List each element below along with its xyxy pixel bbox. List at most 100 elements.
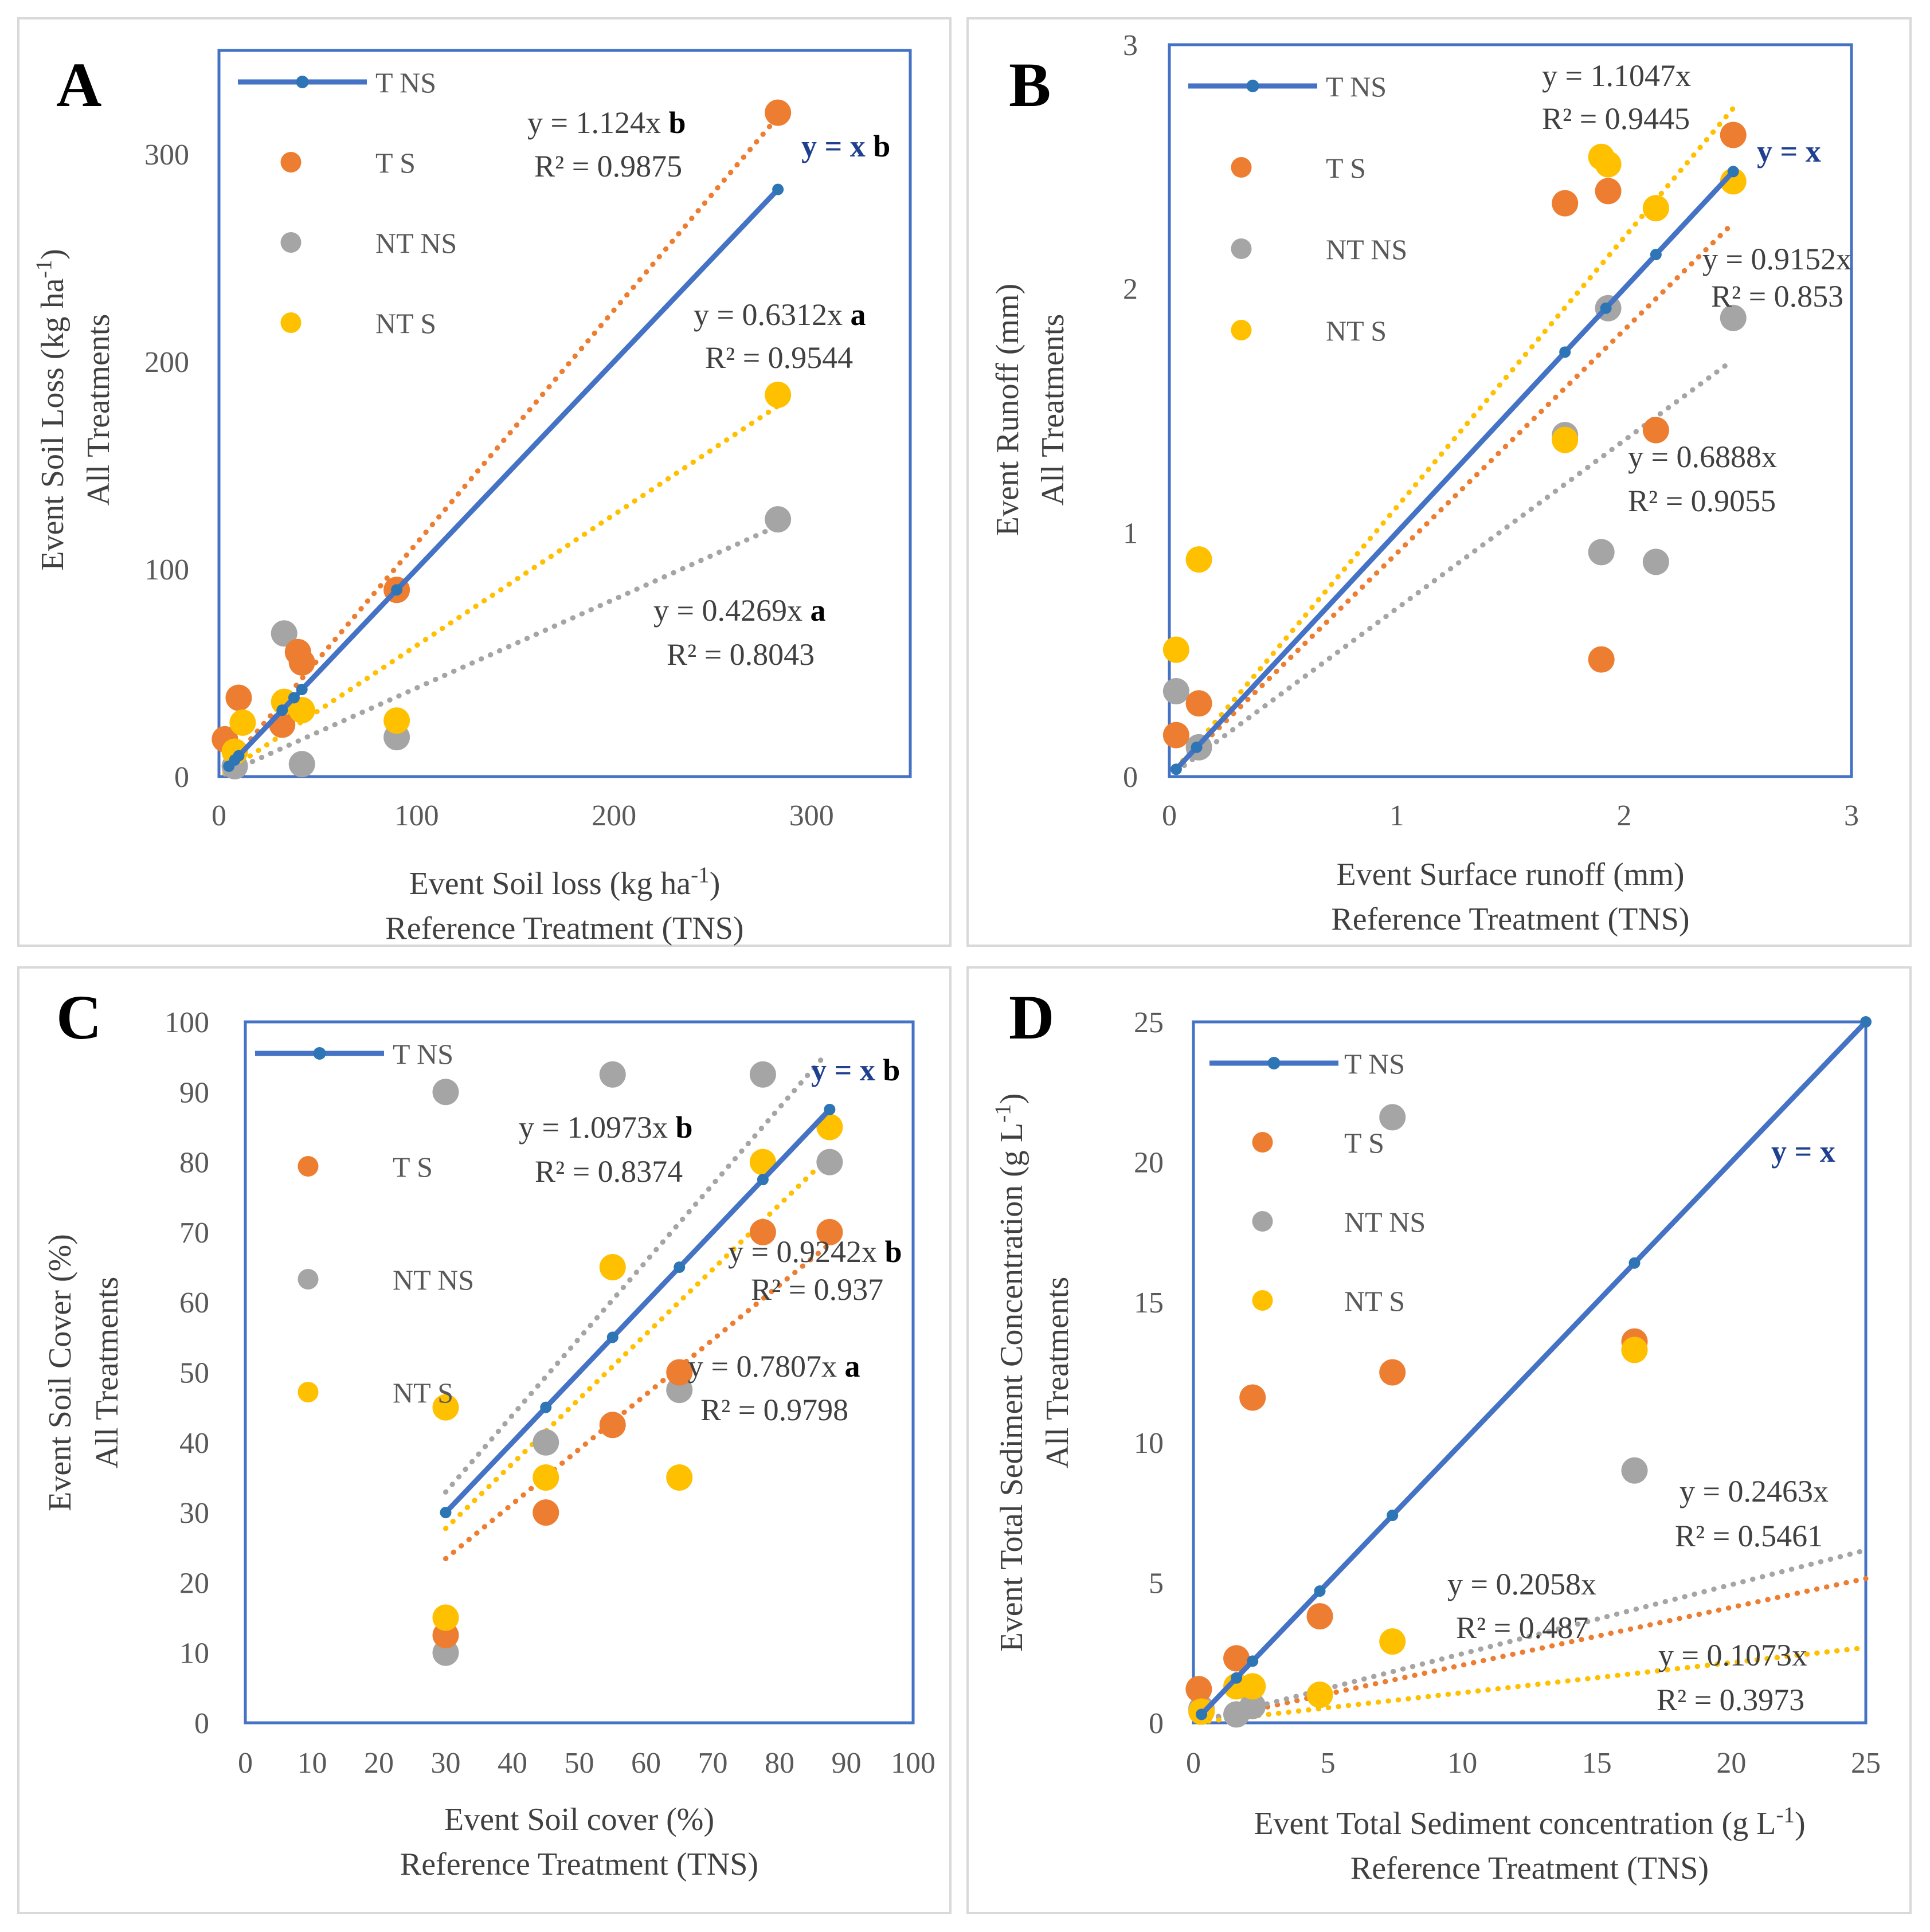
panel-d-legend-label-ts: T S (1344, 1127, 1384, 1159)
panel-a-point-tns (772, 183, 784, 195)
panel-b-equation-nts: y = 1.1047x (1542, 58, 1691, 93)
panel-b-letter: B (1009, 50, 1051, 120)
panel-c-y-tick-label: 90 (179, 1076, 209, 1109)
panel-d-trendline-ts (1196, 1576, 1869, 1725)
panel-c-point-tns (606, 1331, 618, 1343)
panel-a-x-tick-label: 300 (789, 800, 834, 832)
panel-c-x-tick-label: 60 (631, 1747, 661, 1780)
panel-b-trendline-ts (1173, 220, 1736, 773)
panel-d-x-tick-label: 15 (1582, 1747, 1612, 1780)
panel-a-r2-nts: R² = 0.9544 (705, 340, 853, 375)
panel-d-r2-ntns: R² = 0.5461 (1675, 1519, 1823, 1553)
panel-c-equation-nts: y = 0.9242x b (728, 1235, 902, 1269)
panel-c-y-tick-label: 0 (194, 1707, 209, 1740)
panel-d-point-tns (1628, 1257, 1641, 1269)
panel-a-trendline-ts (222, 114, 781, 773)
panel-c-point-nts (533, 1464, 559, 1491)
panel-b-x-tick-label: 1 (1389, 800, 1404, 832)
panel-d-point-tns (1231, 1672, 1243, 1684)
panel-b-y-axis-title: Event Runoff (mm) (990, 284, 1025, 536)
panel-b-point-ts (1162, 722, 1189, 748)
panel-b-x-tick-label: 0 (1162, 800, 1177, 832)
panel-c-y-tick-label: 60 (179, 1287, 209, 1319)
panel-b-y-tick-label: 1 (1123, 517, 1138, 550)
panel-b-point-nts (1162, 636, 1189, 663)
panel-c-y-tick-label: 20 (179, 1567, 209, 1600)
panel-a-x-tick-label: 100 (394, 800, 439, 832)
panel-b-point-tns (1650, 249, 1662, 261)
panel-b-point-tns (1559, 346, 1571, 358)
panel-c-point-nts (432, 1394, 459, 1421)
panel-d-legend-swatch-ts (1252, 1132, 1273, 1153)
panel-d-y-axis-subtitle: All Treatments (1040, 1277, 1075, 1468)
panel-c-point-ts (666, 1359, 693, 1386)
panel-a-x-axis-subtitle: Reference Treatment (TNS) (385, 911, 743, 946)
panel-d: D 0 5 10 15 20 25 0 5 10 15 20 25 Event Total Sedimen… (966, 966, 1912, 1914)
panel-c-x-tick-label: 70 (698, 1747, 728, 1780)
panel-d-y-axis-title: Event Total Sediment Concentration (g L-… (991, 1094, 1030, 1652)
panel-b-r2-nts: R² = 0.9445 (1542, 101, 1690, 136)
panel-a-point-nts (765, 381, 792, 408)
panel-d-y-tick-label: 20 (1134, 1147, 1164, 1179)
panel-d-y-tick-label: 10 (1134, 1427, 1164, 1460)
panel-b-point-nts (1185, 546, 1212, 573)
panel-b-point-ts (1595, 178, 1622, 205)
panel-b-equation-ntns: y = 0.6888x (1628, 440, 1777, 474)
panel-c-border (17, 966, 952, 1914)
panel-d-plot-frame (1192, 1020, 1868, 1725)
panel-d-x-tick-label: 5 (1321, 1747, 1336, 1780)
panel-d-r2-ts: R² = 0.487 (1456, 1610, 1588, 1645)
panel-d-point-nts (1621, 1337, 1648, 1363)
panel-b-point-ts (1185, 690, 1212, 717)
panel-d-legend-marker-tns (1267, 1057, 1281, 1069)
panel-a-point-ts (225, 684, 252, 711)
panel-a-point-ts (288, 649, 315, 676)
panel-a-trendline-nts (222, 403, 781, 775)
panel-a-x-tick-label: 0 (212, 800, 226, 832)
panel-c-point-ntns (533, 1429, 559, 1456)
panel-c-point-nts (666, 1464, 693, 1491)
panel-d-y-tick-label: 5 (1149, 1567, 1164, 1600)
panel-c-legend-marker-tns (313, 1047, 326, 1060)
panel-d-x-axis-title: Event Total Sediment concentration (g L-… (1254, 1802, 1805, 1842)
panel-b-point-tns (1170, 763, 1182, 775)
panel-b-legend-label-tns: T NS (1326, 70, 1387, 103)
panel-b-y-tick-label: 0 (1123, 761, 1138, 794)
panel-d-point-tns (1387, 1509, 1399, 1521)
panel-b-legend-swatch-ts (1231, 157, 1252, 178)
panel-d-point-nts (1379, 1628, 1406, 1655)
panel-c-x-tick-label: 0 (238, 1747, 253, 1780)
panel-c-point-ts (599, 1412, 626, 1439)
panel-d-y-tick-label: 0 (1149, 1707, 1164, 1740)
panel-d-letter: D (1009, 982, 1054, 1052)
panel-c-point-ts (816, 1218, 843, 1245)
panel-c-legend-label-tns: T NS (393, 1038, 453, 1070)
panel-b-trendline-ntns (1173, 362, 1729, 774)
panel-b-trendline-nts (1173, 105, 1736, 771)
panel-c-point-nts (432, 1604, 459, 1631)
panel-a-point-tns (288, 692, 300, 704)
panel-a-equation-ntns: y = 0.4269x a (653, 593, 825, 628)
panel-a-x-tick-label: 200 (592, 800, 636, 832)
panel-c-x-tick-label: 20 (364, 1747, 394, 1780)
panel-d-trendline-nts (1196, 1645, 1869, 1725)
panel-a-point-ntns (765, 506, 792, 533)
panel-b-point-tns (1727, 166, 1739, 178)
panel-d-point-ntns (1621, 1457, 1648, 1484)
panel-b-point-ntns (1720, 304, 1747, 331)
panel-d-point-tns (1196, 1708, 1208, 1721)
panel-a-point-tns (391, 584, 403, 596)
panel-b-x-axis-subtitle: Reference Treatment (TNS) (1331, 902, 1689, 937)
panel-a-y-tick-label: 200 (144, 346, 189, 379)
panel-c-x-axis-subtitle: Reference Treatment (TNS) (400, 1847, 758, 1882)
panel-d-x-tick-label: 20 (1716, 1747, 1746, 1780)
panel-d-legend-label-ntns: NT NS (1344, 1206, 1426, 1238)
panel-a-point-nts (383, 707, 410, 734)
panel-c-x-tick-label: 10 (297, 1747, 327, 1780)
panel-a-legend-label-ntns: NT NS (375, 227, 457, 259)
panel-b-point-tns (1600, 302, 1612, 314)
panel-b-point-nts (1552, 426, 1579, 453)
panel-c-point-nts (816, 1114, 843, 1141)
panel-c-legend-swatch-ts (297, 1156, 319, 1177)
panel-c: C 0 10 20 30 40 50 60 70 80 90 100 0 10 20 30 40 50 60 70 80… (17, 966, 952, 1914)
